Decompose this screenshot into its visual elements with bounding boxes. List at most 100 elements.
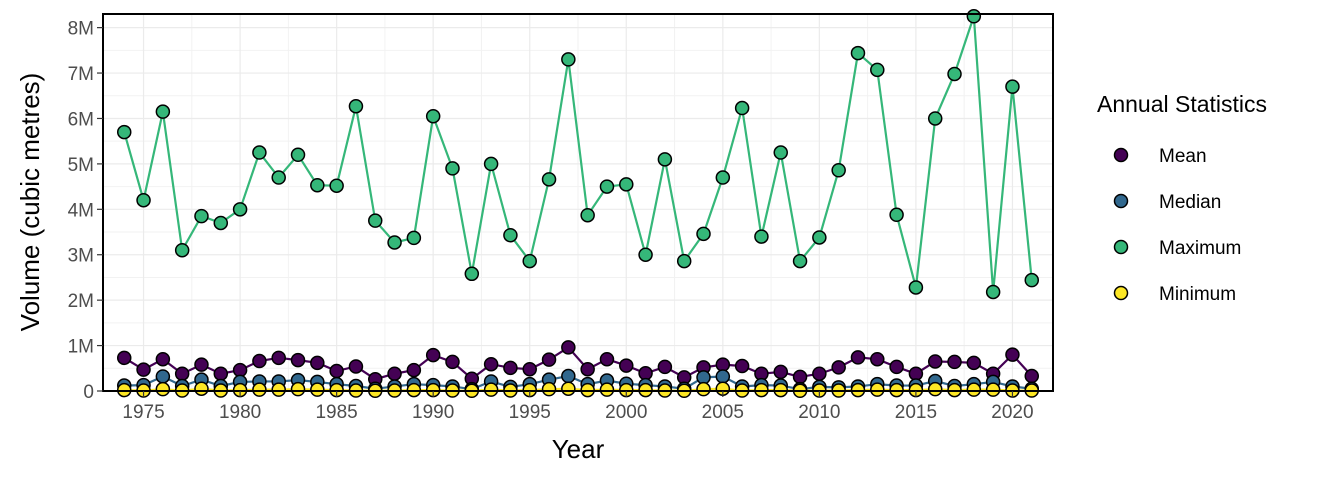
x-tick-label: 1995 [509,402,551,423]
maximum-data-point [850,45,866,61]
minimum-data-point [966,382,982,397]
mean-data-point [619,358,634,373]
maximum-data-point [116,124,132,140]
mean-data-point [522,361,537,377]
minimum-data-point [155,381,171,397]
mean-data-point [252,353,267,369]
maximum-data-point [985,284,1001,300]
minor-grid [103,14,1053,391]
mean-data-point [406,362,422,378]
maximum-data-point [676,253,692,269]
maximum-data-point [870,62,885,78]
mean-data-point [831,360,846,375]
mean-data-point [1005,347,1020,362]
maximum-data-point [908,280,924,295]
mean-data-point [947,354,962,370]
legend-title: Annual Statistics [1097,91,1267,117]
x-tick-label: 1990 [412,402,454,423]
y-tick-label: 6M [68,109,94,130]
y-tick-label: 2M [68,291,94,312]
maximum-data-point [445,161,460,176]
maximum-data-point [696,226,711,242]
x-tick-label: 2015 [895,402,937,423]
minimum-data-point [599,382,615,397]
mean-data-point [310,355,325,371]
median-data-point [715,369,731,384]
minimum-data-point [252,382,267,397]
maximum-data-point [792,253,808,269]
legend-label-mean: Mean [1159,146,1207,167]
legend-key-minimum [1113,285,1129,301]
maximum-data-point [387,235,402,250]
maximum-data-point [561,52,576,67]
maximum-data-point [1005,79,1020,94]
minimum-data-point [483,382,499,397]
mean-data-point [715,357,731,372]
maximum-data-point [290,147,306,163]
mean-data-point [213,366,229,381]
maximum-data-point [754,229,769,244]
maximum-data-point [155,104,171,119]
mean-data-point [271,350,286,366]
maximum-data-point [406,230,422,246]
mean-data-point [773,364,788,380]
mean-data-point [387,366,402,381]
mean-data-point [503,360,518,376]
maximum-data-point [580,207,595,223]
maximum-data-point [483,156,499,172]
maximum-data-point [425,108,441,124]
median-data-point [155,369,171,384]
minimum-data-point [290,381,306,397]
maximum-data-point [503,227,518,243]
maximum-data-point [213,215,229,231]
mean-data-point [850,350,866,365]
legend-label-median: Median [1159,192,1221,213]
x-tick-label: 2000 [605,402,647,423]
minimum-data-point [870,382,885,397]
maximum-data-point [194,208,209,224]
mean-data-point [483,356,499,372]
mean-data-point [155,351,171,367]
mean-data-point [174,366,190,381]
maximum-data-point [927,111,943,126]
mean-data-point [580,361,595,377]
y-axis: 0 1M 2M 3M 4M 5M 6M 7M 8M [68,19,103,403]
maximum-data-point [831,163,846,178]
mean-data-point [657,359,673,375]
mean-data-point [194,357,209,372]
y-tick-label: 1M [68,337,94,358]
maximum-data-point [619,177,634,192]
maximum-data-point [368,213,383,228]
maximum-data-point [773,145,788,160]
maximum-data-point [522,253,537,269]
maximum-data-point [271,170,286,185]
maximum-data-point [541,172,557,187]
median-data-point [696,370,711,385]
maximum-data-point [947,66,962,82]
mean-data-point [561,340,576,355]
mean-data-point [908,366,924,381]
legend: Annual Statistics Mean Median Maximum Minim… [1097,91,1267,305]
x-tick-label: 1980 [219,402,261,423]
mean-data-point [966,355,982,371]
y-axis-title: Volume (cubic metres) [15,73,45,332]
y-tick-label: 3M [68,246,94,267]
minimum-data-point [541,381,557,397]
minimum-data-point [985,382,1001,397]
median-data-point [561,368,576,384]
maximum-data-point [638,247,653,262]
mean-data-point [638,366,653,381]
mean-data-point [541,352,557,367]
x-tick-label: 1985 [315,402,357,423]
y-tick-label: 7M [68,64,94,85]
mean-data-point [889,359,904,375]
legend-key-median [1113,193,1129,209]
maximum-data-point [310,177,325,193]
legend-label-maximum: Maximum [1159,238,1241,259]
maximum-data-point [812,230,827,245]
y-tick-label: 8M [68,19,94,40]
maximum-data-point [329,178,344,193]
mean-data-point [290,352,306,368]
mean-data-point [348,359,364,374]
